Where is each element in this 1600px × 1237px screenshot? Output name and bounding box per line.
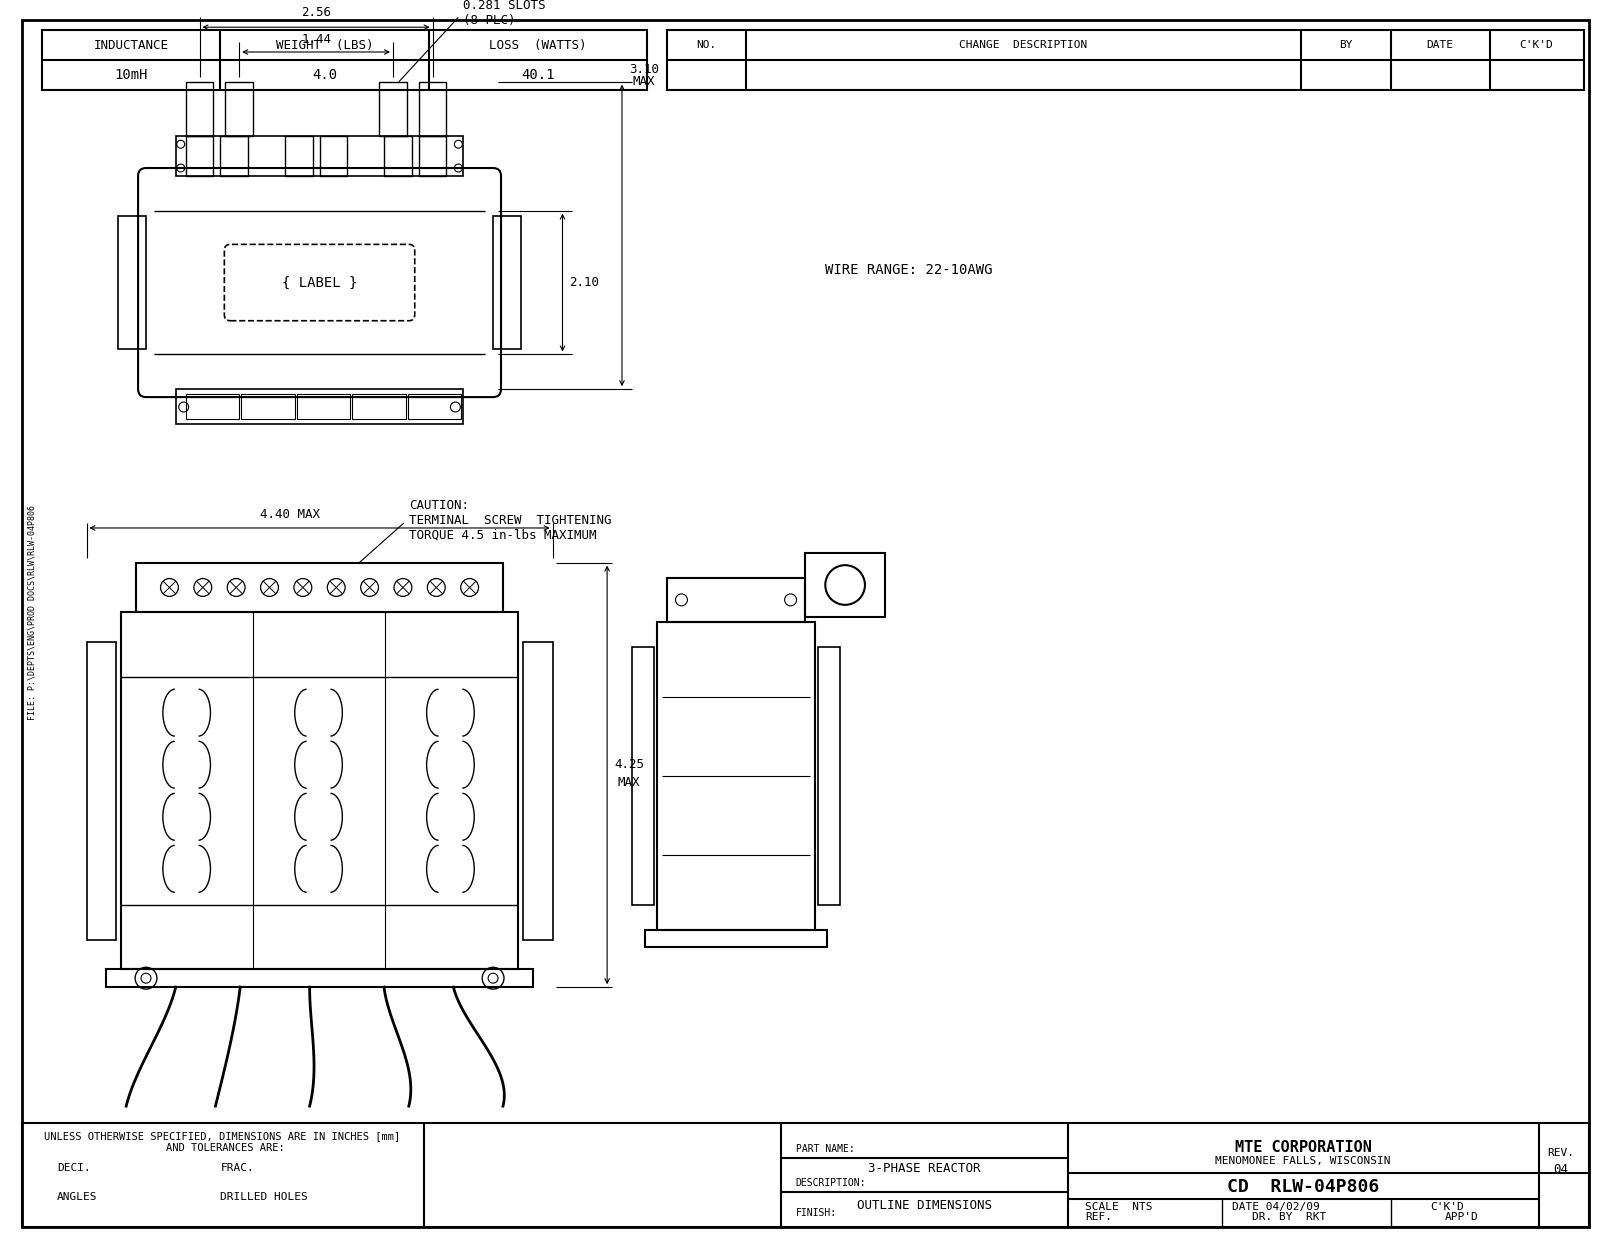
Text: CHANGE  DESCRIPTION: CHANGE DESCRIPTION (960, 40, 1088, 49)
Bar (667, 30, 1584, 89)
Bar (656, 622, 816, 929)
Bar (186, 82, 213, 136)
Text: 40.1: 40.1 (522, 68, 555, 82)
Bar (226, 82, 253, 136)
Text: FINISH:: FINISH: (795, 1209, 837, 1218)
Bar (186, 136, 213, 176)
Text: MAX: MAX (632, 75, 654, 88)
Bar (419, 136, 446, 176)
Bar (136, 563, 502, 612)
Text: NO.: NO. (696, 40, 717, 49)
Text: 1.44: 1.44 (301, 32, 331, 46)
Text: AND TOLERANCES ARE:: AND TOLERANCES ARE: (166, 1143, 285, 1153)
Bar (523, 642, 552, 940)
Text: INDUCTANCE: INDUCTANCE (94, 38, 168, 52)
Text: MENOMONEE FALLS, WISCONSIN: MENOMONEE FALLS, WISCONSIN (1216, 1155, 1390, 1165)
Text: REF.: REF. (1085, 1212, 1112, 1222)
Bar (419, 82, 446, 136)
Text: DESCRIPTION:: DESCRIPTION: (795, 1179, 866, 1189)
Bar (493, 215, 522, 350)
Bar (667, 578, 805, 622)
Text: OUTLINE DIMENSIONS: OUTLINE DIMENSIONS (858, 1199, 992, 1212)
Text: 2.56: 2.56 (301, 6, 331, 19)
Text: 3-PHASE REACTOR: 3-PHASE REACTOR (869, 1162, 981, 1175)
Text: SCALE  NTS: SCALE NTS (1085, 1202, 1152, 1212)
Text: TORQUE 4.5 in-lbs MAXIMUM: TORQUE 4.5 in-lbs MAXIMUM (408, 528, 597, 542)
Text: 2.10: 2.10 (570, 276, 600, 289)
Bar (221, 136, 248, 176)
Bar (186, 395, 240, 419)
Text: PART NAME:: PART NAME: (795, 1144, 854, 1154)
Text: LOSS  (WATTS): LOSS (WATTS) (490, 38, 587, 52)
Text: UNLESS OTHERWISE SPECIFIED, DIMENSIONS ARE IN INCHES [mm]: UNLESS OTHERWISE SPECIFIED, DIMENSIONS A… (45, 1131, 400, 1141)
Bar (22, 1123, 1589, 1227)
Bar (176, 390, 464, 424)
Text: DATE 04/02/09: DATE 04/02/09 (1232, 1202, 1320, 1212)
Text: CD  RLW-04P806: CD RLW-04P806 (1227, 1179, 1379, 1196)
Bar (176, 136, 464, 176)
Bar (242, 395, 294, 419)
Text: ANGLES: ANGLES (56, 1192, 98, 1202)
Text: CAUTION:: CAUTION: (408, 499, 469, 512)
Bar (818, 647, 840, 904)
Text: 0.281 SLOTS: 0.281 SLOTS (464, 0, 546, 12)
Text: { LABEL }: { LABEL } (282, 276, 357, 289)
Text: FILE: P:\DEPTS\ENG\PROD DOCS\RLW\RLW-04P806: FILE: P:\DEPTS\ENG\PROD DOCS\RLW\RLW-04P… (27, 505, 37, 720)
Bar (352, 395, 406, 419)
Bar (645, 929, 827, 948)
Text: 04: 04 (1554, 1163, 1568, 1176)
Bar (379, 82, 406, 136)
Text: 10mH: 10mH (114, 68, 147, 82)
Text: DR. BY  RKT: DR. BY RKT (1251, 1212, 1326, 1222)
Bar (632, 647, 654, 904)
Text: DATE: DATE (1427, 40, 1453, 49)
Bar (320, 136, 347, 176)
Text: MAX: MAX (618, 777, 640, 789)
Bar (106, 970, 533, 987)
Text: DECI.: DECI. (56, 1163, 91, 1173)
Text: C'K'D: C'K'D (1520, 40, 1554, 49)
Text: TERMINAL  SCREW  TIGHTENING: TERMINAL SCREW TIGHTENING (408, 513, 611, 527)
Bar (118, 215, 146, 350)
Text: MTE CORPORATION: MTE CORPORATION (1235, 1141, 1371, 1155)
Text: (8 PLC): (8 PLC) (464, 14, 515, 27)
Text: WEIGHT  (LBS): WEIGHT (LBS) (275, 38, 373, 52)
Bar (42, 30, 646, 89)
Text: APP'D: APP'D (1445, 1212, 1478, 1222)
Text: REV.: REV. (1547, 1148, 1574, 1158)
Text: C'K'D: C'K'D (1430, 1202, 1464, 1212)
Text: WIRE RANGE: 22-10AWG: WIRE RANGE: 22-10AWG (826, 263, 992, 277)
Text: 4.25: 4.25 (614, 758, 643, 772)
Text: BY: BY (1339, 40, 1352, 49)
Text: DRILLED HOLES: DRILLED HOLES (221, 1192, 309, 1202)
Bar (296, 395, 350, 419)
Bar (384, 136, 411, 176)
Text: 4.40 MAX: 4.40 MAX (259, 507, 320, 521)
Bar (122, 612, 518, 970)
Text: FRAC.: FRAC. (221, 1163, 254, 1173)
Bar (86, 642, 117, 940)
Text: 3.10: 3.10 (629, 63, 659, 77)
Bar (805, 553, 885, 617)
Bar (285, 136, 312, 176)
Text: 4.0: 4.0 (312, 68, 338, 82)
Bar (408, 395, 461, 419)
